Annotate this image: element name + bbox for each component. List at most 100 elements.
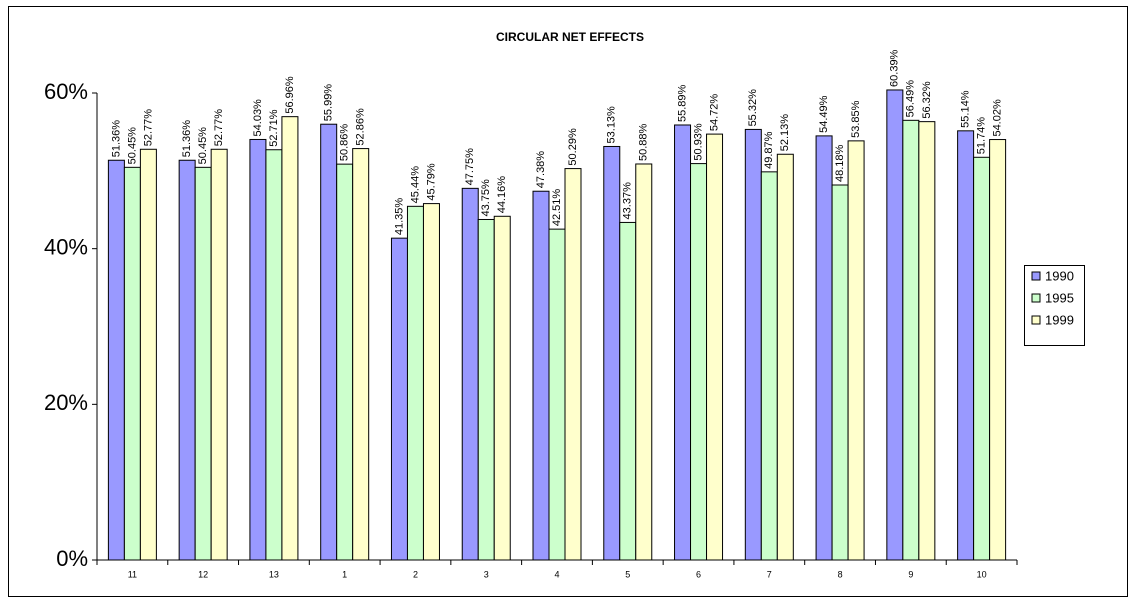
- value-label: 49.87%: [763, 131, 775, 169]
- value-label: 43.37%: [622, 182, 634, 220]
- value-label: 51.36%: [181, 120, 193, 158]
- value-label: 45.79%: [425, 163, 437, 201]
- value-label: 50.86%: [339, 124, 351, 162]
- bar: [674, 124, 692, 561]
- bar: [760, 171, 778, 561]
- value-label: 50.88%: [638, 123, 650, 161]
- legend-swatch: [1031, 271, 1041, 281]
- bar: [281, 116, 299, 561]
- bar: [776, 153, 794, 561]
- value-label: 52.77%: [213, 109, 225, 147]
- value-label: 53.85%: [850, 100, 862, 138]
- bar: [744, 128, 762, 561]
- value-label: 55.32%: [747, 89, 759, 127]
- bar: [194, 166, 212, 561]
- bar: [815, 135, 833, 561]
- value-label: 47.75%: [464, 148, 476, 186]
- y-tick-label: 60%: [44, 79, 88, 104]
- value-label: 43.75%: [480, 179, 492, 217]
- value-label: 50.45%: [197, 127, 209, 165]
- x-tick-label: 6: [696, 569, 701, 579]
- legend-label: 1999: [1045, 312, 1074, 327]
- value-label: 51.36%: [110, 120, 122, 158]
- x-tick-label: 12: [198, 569, 208, 579]
- bar: [477, 218, 495, 561]
- value-label: 42.51%: [551, 189, 563, 227]
- bar: [123, 166, 141, 561]
- bar: [690, 163, 708, 561]
- value-label: 44.16%: [496, 176, 508, 214]
- bar: [107, 159, 125, 561]
- bar: [406, 205, 424, 561]
- bar: [139, 148, 157, 561]
- bar: [706, 133, 724, 561]
- value-label: 41.35%: [393, 198, 405, 236]
- value-label: 50.29%: [567, 128, 579, 166]
- y-tick-label: 20%: [44, 390, 88, 415]
- x-tick-label: 2: [413, 569, 418, 579]
- value-label: 56.32%: [921, 81, 933, 119]
- bar: [265, 149, 283, 561]
- value-label: 47.38%: [535, 151, 547, 189]
- bar: [249, 138, 267, 561]
- value-label: 54.49%: [818, 95, 830, 133]
- value-label: 56.96%: [284, 76, 296, 114]
- bar: [422, 203, 440, 561]
- value-label: 52.86%: [355, 108, 367, 146]
- bar: [635, 163, 653, 561]
- bar: [336, 163, 354, 561]
- x-tick-label: 9: [908, 569, 913, 579]
- legend-label: 1990: [1045, 268, 1074, 283]
- bar: [989, 139, 1007, 561]
- bar: [532, 190, 550, 561]
- y-tick-label: 0%: [56, 546, 88, 571]
- bar: [957, 130, 975, 561]
- legend-label: 1995: [1045, 290, 1074, 305]
- bar: [902, 119, 920, 561]
- value-label: 54.02%: [992, 99, 1004, 137]
- bar: [178, 159, 196, 561]
- value-label: 56.49%: [905, 80, 917, 118]
- value-label: 52.13%: [779, 114, 791, 152]
- value-label: 55.89%: [676, 84, 688, 122]
- bar: [603, 145, 621, 561]
- value-label: 60.39%: [889, 49, 901, 87]
- x-tick-label: 3: [484, 569, 489, 579]
- bar: [320, 123, 338, 561]
- bar: [461, 187, 479, 561]
- x-tick-label: 7: [767, 569, 772, 579]
- bar: [973, 156, 991, 561]
- legend-swatch: [1031, 315, 1041, 325]
- bar: [390, 237, 408, 561]
- value-label: 48.18%: [834, 144, 846, 182]
- value-label: 55.14%: [960, 90, 972, 128]
- value-label: 51.74%: [976, 117, 988, 155]
- value-label: 55.99%: [323, 84, 335, 122]
- x-tick-label: 1: [342, 569, 347, 579]
- value-label: 50.93%: [692, 123, 704, 161]
- bar: [493, 215, 511, 561]
- value-label: 54.72%: [708, 94, 720, 132]
- bar: [352, 148, 370, 561]
- x-tick-label: 13: [269, 569, 279, 579]
- value-label: 53.13%: [606, 106, 618, 144]
- bar: [847, 140, 865, 561]
- value-label: 52.71%: [268, 109, 280, 147]
- bar: [619, 221, 637, 561]
- bar: [886, 89, 904, 561]
- value-label: 52.77%: [142, 109, 154, 147]
- x-tick-label: 10: [977, 569, 987, 579]
- x-tick-label: 8: [838, 569, 843, 579]
- bar: [548, 228, 566, 561]
- x-tick-label: 5: [625, 569, 630, 579]
- value-label: 45.44%: [409, 166, 421, 204]
- bar: [210, 148, 228, 561]
- legend-swatch: [1031, 293, 1041, 303]
- bar: [564, 168, 582, 561]
- value-label: 50.45%: [126, 127, 138, 165]
- bar: [918, 121, 936, 561]
- chart-title: CIRCULAR NET EFFECTS: [496, 30, 644, 44]
- x-tick-label: 11: [128, 569, 137, 579]
